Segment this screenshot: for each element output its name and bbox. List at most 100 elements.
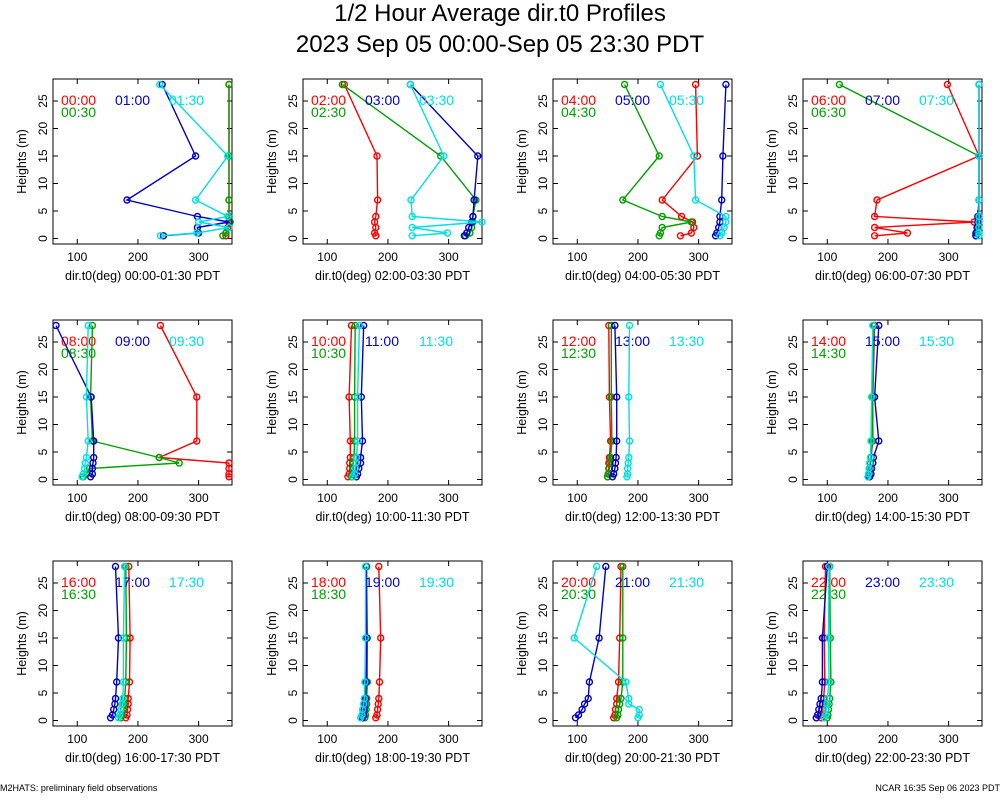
data-point [617,694,625,703]
data-point [620,80,629,89]
data-point [126,634,134,642]
data-point [191,196,200,204]
data-point [658,223,666,232]
y-tick-label: 0 [36,717,50,724]
data-point [614,678,623,686]
data-point [191,152,200,160]
data-point [625,437,634,445]
data-point [225,473,233,481]
series-line [409,84,483,237]
data-point [407,196,415,204]
legend-entry: 03:00 [365,92,400,108]
y-tick-label: 15 [786,631,800,645]
y-tick-label: 25 [286,94,300,108]
data-point [722,80,730,89]
legend-entry: 15:30 [919,333,954,349]
series-1330 [623,321,634,481]
legend-entry: 17:00 [115,574,150,590]
data-point [823,694,831,703]
data-point [225,80,233,89]
data-point [194,218,203,226]
y-tick-label: 10 [536,418,550,432]
x-tick-label: 200 [128,732,148,746]
data-point [595,634,603,642]
y-tick-label: 10 [786,177,800,191]
data-point [613,437,621,445]
x-tick-label: 300 [189,250,209,264]
y-tick-label: 25 [36,94,50,108]
series-line [621,84,692,237]
legend-entry: 04:30 [561,104,596,120]
x-tick-label: 100 [67,732,87,746]
data-point [619,634,627,642]
data-point [655,152,663,160]
data-point [373,196,382,204]
legend-entry: 04:00 [561,92,596,108]
data-point [175,459,183,467]
chart-panel: 100 200 300 0 5 10 15 20 25 dir.t0(deg) 18:00-19:… [265,560,483,765]
data-point [193,229,201,237]
series-line [661,84,699,237]
data-point [375,562,383,571]
x-axis-label: dir.t0(deg) 12:00-13:30 PDT [565,510,720,524]
x-tick-label: 300 [189,491,209,505]
data-point [440,152,448,160]
y-tick-label: 15 [786,149,800,163]
plot-frame [302,560,483,727]
data-point [361,678,369,686]
data-point [613,694,621,703]
series-1730 [114,562,129,722]
data-point [119,694,127,703]
data-point [718,196,726,204]
y-axis-label: Heights (m) [515,129,529,194]
legend-entry: 07:30 [919,92,954,108]
data-point [225,459,233,467]
data-point [975,232,983,240]
footer-left: M2HATS: preliminary field observations [0,783,158,793]
y-tick-label: 15 [786,390,800,404]
data-point [156,80,164,89]
y-tick-label: 10 [286,177,300,191]
data-point [580,700,589,708]
legend-entry: 18:00 [311,574,346,590]
x-tick-label: 100 [817,732,837,746]
chart-panel: 100 200 300 0 5 10 15 20 25 dir.t0(deg) 20:00-21:… [515,560,733,765]
data-point [570,634,578,642]
legend-entry: 19:30 [419,574,454,590]
y-tick-label: 0 [786,235,800,242]
data-point [619,196,627,204]
y-tick-label: 5 [536,689,550,696]
series-0930 [78,321,92,481]
data-point [867,393,876,401]
series-0430 [619,80,695,240]
chart-panel: 100 200 300 0 5 10 15 20 25 dir.t0(deg) 00:00-01:… [15,78,234,283]
data-point [360,321,368,330]
legend-entry: 00:00 [61,92,96,108]
chart-panel: 100 200 300 0 5 10 15 20 25 dir.t0(deg) 10:00-11:… [265,319,483,524]
data-point [611,321,619,330]
plot-frame [302,78,483,245]
data-point [625,393,633,401]
chart-subtitle: 2023 Sep 05 00:00-Sep 05 23:30 PDT [296,31,705,58]
series-line [82,325,180,478]
y-tick-label: 20 [536,122,550,136]
data-point [719,152,727,160]
data-point [346,437,354,445]
data-point [613,393,621,401]
data-point [111,694,120,703]
series-0730 [975,80,983,240]
plot-frame [52,78,233,245]
series-1800 [372,562,385,722]
x-axis-label: dir.t0(deg) 02:00-03:30 PDT [315,269,470,283]
y-tick-label: 10 [286,418,300,432]
data-point [658,212,666,221]
data-point [602,562,610,571]
series-2100 [571,562,610,722]
data-point [119,678,128,686]
data-point [224,152,232,160]
chart-panel: 100 200 300 0 5 10 15 20 25 dir.t0(deg) 02:00-03:… [265,78,486,283]
data-point [870,223,879,232]
legend-entry: 06:30 [811,104,846,120]
y-tick-label: 15 [286,149,300,163]
legend-entry: 14:00 [811,333,846,349]
